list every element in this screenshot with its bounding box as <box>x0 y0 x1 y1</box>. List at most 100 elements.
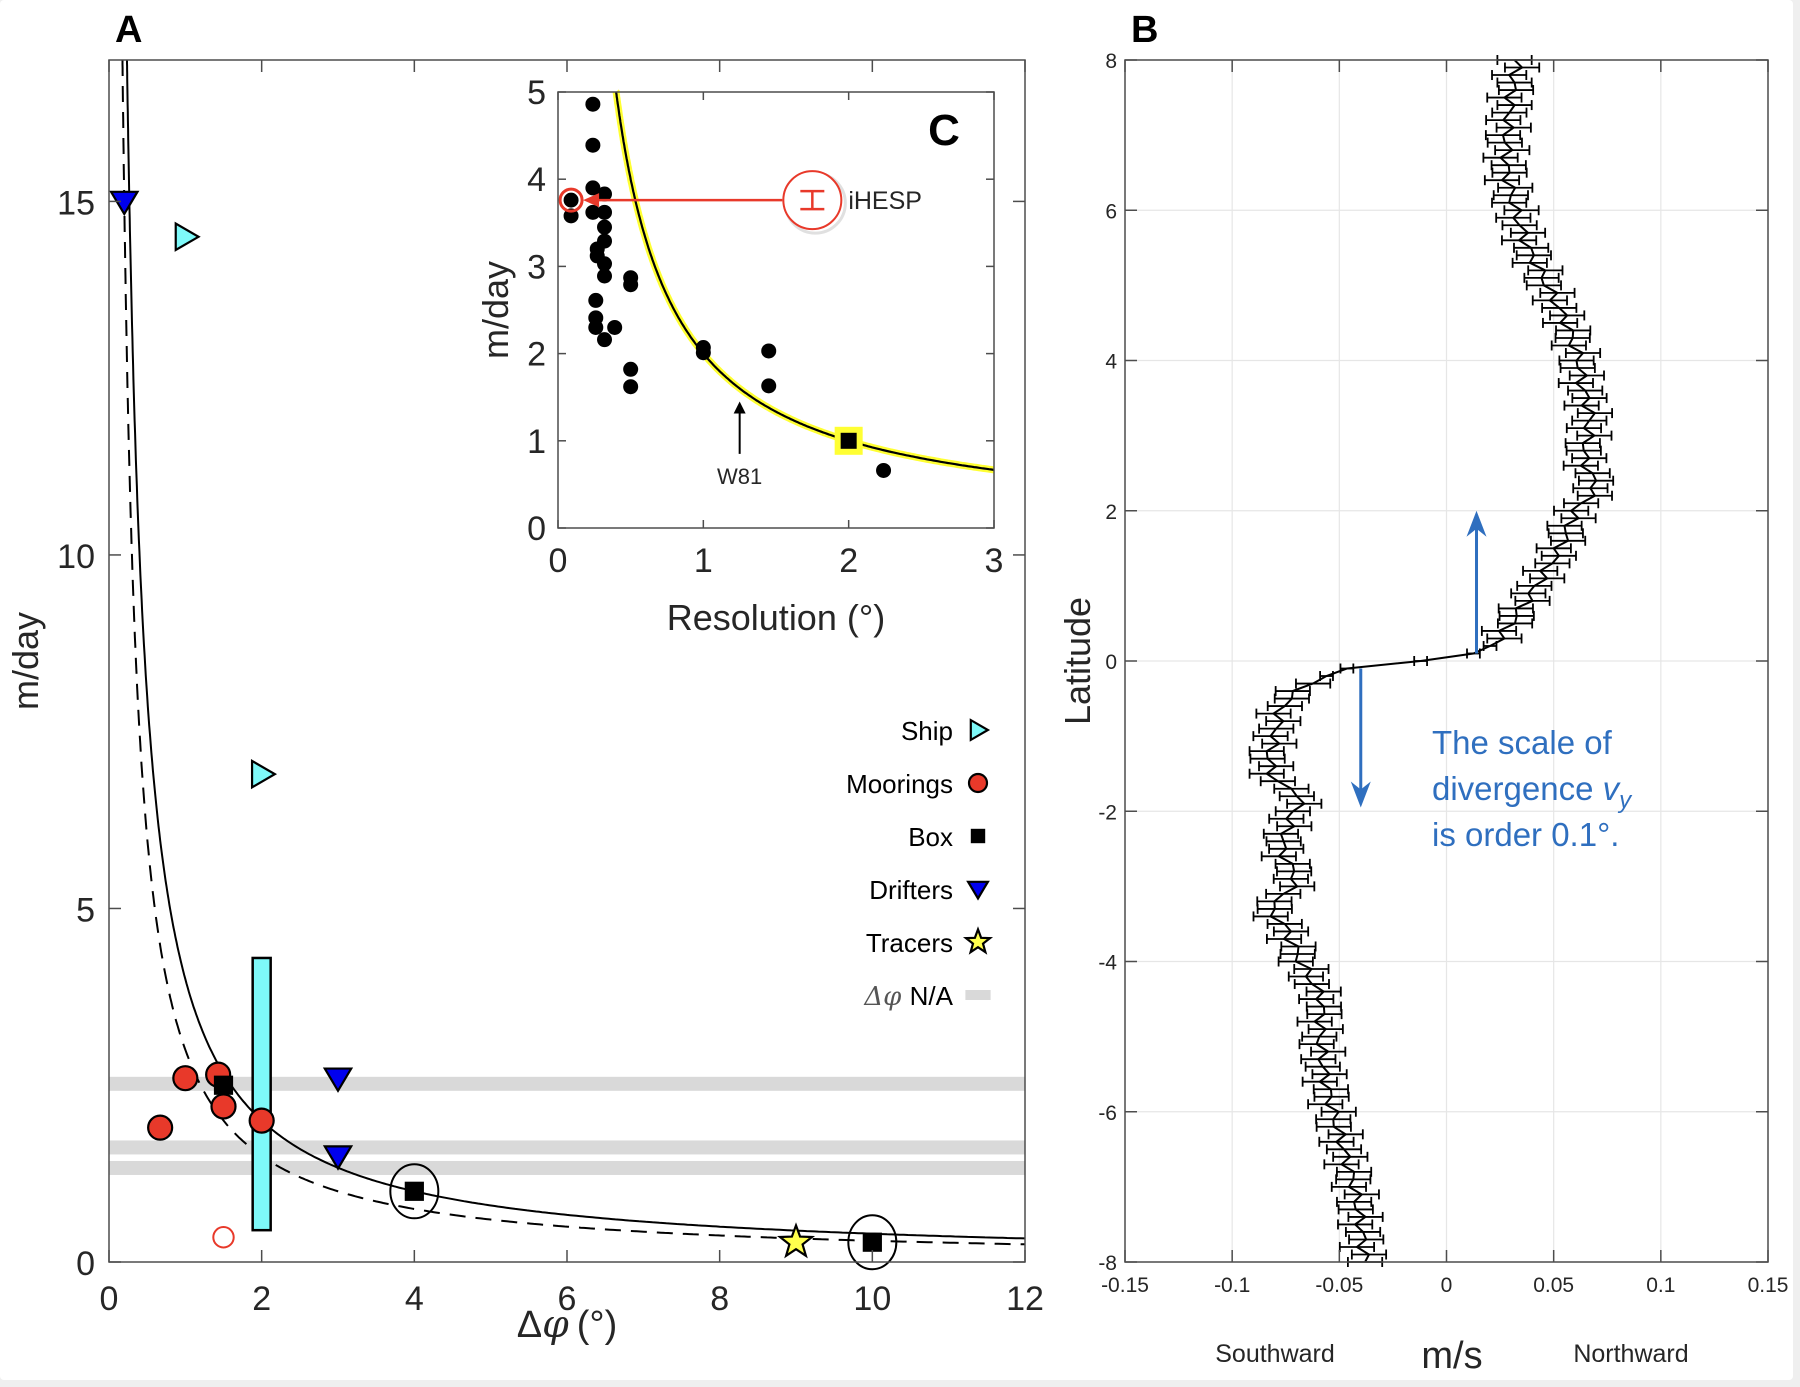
annotation-line-2-text: divergence <box>1432 770 1603 807</box>
y-tick-label: 15 <box>57 184 95 222</box>
marker-moorings <box>147 1114 174 1141</box>
phi-symbol: φ <box>542 1302 569 1346</box>
panel-c-axes-box <box>557 91 995 529</box>
legend-label-prefix: Δφ <box>863 982 909 1012</box>
data-point <box>588 292 604 308</box>
data-point <box>597 204 613 220</box>
ship-range-bar <box>251 956 272 1232</box>
data-point <box>585 96 601 112</box>
y-tick-label: 2 <box>527 336 546 374</box>
y-tick-label: -2 <box>1098 801 1117 824</box>
data-point <box>597 268 613 284</box>
marker-moorings <box>210 1093 237 1120</box>
legend-label-text: Ship <box>901 716 953 746</box>
panel-b-y-axis-label: Latitude <box>1057 597 1098 725</box>
na-band <box>109 1076 1025 1091</box>
marker-drifters <box>322 1145 354 1171</box>
data-point <box>585 204 601 220</box>
x-tick-label: 0 <box>100 1280 119 1318</box>
legend-marker-star <box>962 926 994 955</box>
ihesp-point-ring <box>558 187 584 213</box>
panel-b-chart: -0.15 -0.1 -0.05 0 0.05 0.1 0.15-8-6-4-202468 … <box>1057 50 1788 1377</box>
marker-box <box>862 1232 882 1252</box>
arrow-up-head <box>1466 510 1487 537</box>
data-point <box>597 332 613 348</box>
x-tick-label: 8 <box>710 1280 729 1318</box>
y-tick-label: 1 <box>527 423 546 461</box>
x-tick-label: 10 <box>853 1280 891 1318</box>
y-tick-label: 4 <box>1105 351 1117 374</box>
y-tick-label: -6 <box>1098 1102 1117 1125</box>
marker-moorings-open- <box>212 1226 235 1249</box>
dashed-fit-curve <box>121 60 1026 1246</box>
data-point <box>588 319 604 335</box>
data-point <box>876 462 892 478</box>
legend-label: Box <box>908 822 953 852</box>
panel-a-points <box>109 190 898 1271</box>
x-tick-label: 6 <box>558 1280 577 1318</box>
delta-symbol: Δ <box>517 1304 542 1346</box>
w81-label: W81 <box>717 464 762 489</box>
y-tick-label: 2 <box>1105 501 1117 524</box>
x-tick-label: -0.15 <box>1101 1274 1149 1297</box>
fit-curves <box>121 60 1026 1246</box>
panel-label-b: B <box>1131 9 1158 51</box>
ihesp-arrow-head <box>583 193 600 208</box>
legend-label: Δφ N/A <box>863 981 953 1012</box>
legend-label: Moorings <box>846 769 953 799</box>
annotation-var: v <box>1603 770 1622 807</box>
legend-label-text: N/A <box>910 981 954 1011</box>
ship-range-bar-rect <box>251 956 272 1232</box>
x-tick-label: 12 <box>1006 1280 1044 1318</box>
panel-a-legend: Ship Moorings Box Drifters Tracers Δφ N/A <box>846 716 994 1012</box>
degree-unit: (°) <box>577 1304 618 1346</box>
panel-label-c: C <box>928 106 960 155</box>
y-tick-label: 0 <box>1105 651 1117 674</box>
highlight-circle <box>847 1214 898 1271</box>
na-band <box>109 1140 1025 1155</box>
legend-label: Drifters <box>869 875 953 905</box>
data-point <box>761 343 777 359</box>
legend-marker-triangle-down <box>966 880 990 901</box>
panel-a-y-axis-label: m/day <box>5 612 46 710</box>
na-band <box>109 1160 1025 1175</box>
data-point <box>597 219 613 235</box>
x-tick-label: 2 <box>252 1280 271 1318</box>
y-tick-label: 6 <box>1105 200 1117 223</box>
legend-label-text: Drifters <box>869 875 953 905</box>
arrow-down-head <box>1350 781 1371 808</box>
marker-tracers <box>776 1222 816 1259</box>
legend-label: Ship <box>901 716 953 746</box>
x-tick-label: 0.05 <box>1533 1274 1574 1297</box>
panel-c-y-axis-label: m/day <box>475 261 516 359</box>
x-tick-label: 2 <box>839 542 858 580</box>
y-tick-label: -8 <box>1098 1252 1117 1275</box>
annotation-subscript: y <box>1617 787 1633 814</box>
panel-b-x-axis-label: m/s <box>1421 1335 1482 1377</box>
fit-curve <box>615 91 995 471</box>
panel-c-x-axis-label: Resolution (°) <box>667 597 885 638</box>
marker-box <box>213 1075 234 1095</box>
y-tick-label: 5 <box>527 74 546 112</box>
legend-marker-square <box>970 828 986 844</box>
data-point <box>607 319 623 335</box>
divergence-arrows <box>1350 510 1487 808</box>
data-point <box>585 137 601 153</box>
data-point <box>585 180 601 196</box>
x-tick-label: -0.05 <box>1315 1274 1363 1297</box>
y-tick-label: 8 <box>1105 50 1117 73</box>
data-point <box>623 277 639 293</box>
w81-arrow-head <box>733 401 746 414</box>
southward-label: Southward <box>1215 1340 1335 1368</box>
marker-drifters <box>322 1067 354 1093</box>
marker-moorings <box>172 1065 199 1092</box>
x-tick-label: -0.1 <box>1214 1274 1250 1297</box>
data-point <box>597 256 613 272</box>
legend-label-text: Tracers <box>866 928 953 958</box>
data-point <box>623 379 639 395</box>
annotation-line-1: The scale of <box>1432 724 1613 761</box>
y-tick-label: 10 <box>57 538 95 576</box>
x-tick-label: 0 <box>549 542 568 580</box>
y-tick-label: 3 <box>527 248 546 286</box>
